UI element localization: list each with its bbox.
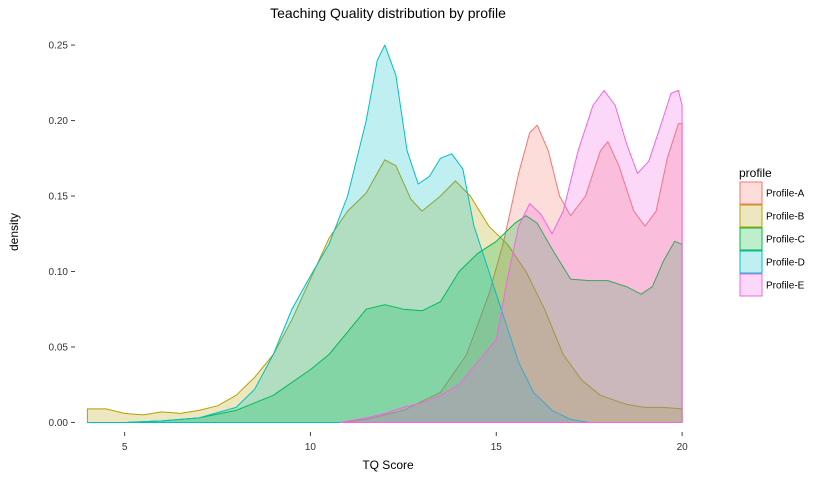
legend-label-profile-e: Profile-E [766,281,805,292]
density-area-profile-c [124,215,683,423]
legend-title: profile [739,166,772,180]
x-tick-label: 20 [677,442,689,453]
density-area-profile-b [86,159,683,423]
legend-label-profile-b: Profile-B [766,212,805,223]
legend-key-profile-d [739,250,763,274]
x-axis-title: TQ Score [362,458,414,472]
y-tick-label: 0.15 [49,192,69,203]
legend-key-profile-a [739,181,763,205]
legend-key-profile-c [739,227,763,251]
y-tick-label: 0.20 [49,116,69,127]
density-area-profile-a [339,123,683,423]
legend: profile Profile-A Profile-B Profile-C Profi… [739,166,805,297]
density-area-profile-d [86,44,590,423]
legend-label-profile-d: Profile-D [766,258,805,269]
y-tick-label: 0.25 [49,41,69,52]
legend-label-profile-a: Profile-A [766,189,805,200]
legend-key-profile-e [739,273,763,297]
legend-label-profile-c: Profile-C [766,235,805,246]
y-tick-label: 0.10 [49,267,69,278]
plot-area [86,44,683,423]
x-tick-label: 10 [305,442,317,453]
density-area-profile-e [339,89,683,423]
y-tick-label: 0.00 [49,418,69,429]
x-tick-label: 15 [491,442,503,453]
chart-title: Teaching Quality distribution by profile [270,5,506,21]
legend-key-profile-b [739,204,763,228]
y-axis-title: density [7,213,21,251]
x-tick-label: 5 [122,442,128,453]
axes: 5 10 15 20 0.00 0.05 0.10 0.15 0.20 0.25 [49,41,689,453]
y-tick-label: 0.05 [49,342,69,353]
